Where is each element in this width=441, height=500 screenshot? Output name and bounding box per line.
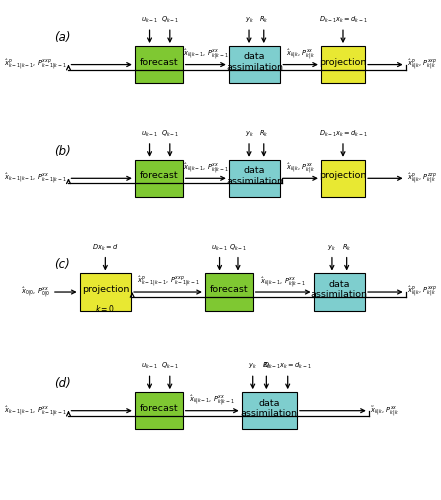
FancyBboxPatch shape	[242, 392, 297, 429]
Text: $Q_{k-1}$: $Q_{k-1}$	[229, 242, 247, 252]
Text: data
assimilation: data assimilation	[241, 398, 298, 418]
Text: $\hat{x}^{\mathrm{P}}_{k|k},\, P^{xxp}_{k|k}$: $\hat{x}^{\mathrm{P}}_{k|k},\, P^{xxp}_{…	[407, 284, 437, 300]
Text: $\hat{x}_{k|k-1},\, P^{xx}_{k|k-1}$: $\hat{x}_{k|k-1},\, P^{xx}_{k|k-1}$	[183, 161, 228, 175]
Text: $u_{k-1}$: $u_{k-1}$	[141, 16, 158, 26]
Text: $Q_{k-1}$: $Q_{k-1}$	[161, 361, 179, 372]
Text: $\hat{x}^{\mathrm{P}}_{k-1|k-1},\, P^{xxp}_{k-1|k-1}$: $\hat{x}^{\mathrm{P}}_{k-1|k-1},\, P^{xx…	[4, 57, 67, 72]
Text: forecast: forecast	[139, 404, 178, 412]
FancyBboxPatch shape	[79, 274, 131, 310]
Text: $\hat{x}^{\mathrm{P}}_{k|k},\, P^{zzp}_{k|k}$: $\hat{x}^{\mathrm{P}}_{k|k},\, P^{zzp}_{…	[407, 171, 437, 186]
Text: $Dx_k = d$: $Dx_k = d$	[92, 242, 119, 252]
Text: (c): (c)	[54, 258, 70, 272]
Text: $\hat{x}^{\mathrm{P}}_{k-1|k-1},\, P^{xxp}_{k-1|k-1}$: $\hat{x}^{\mathrm{P}}_{k-1|k-1},\, P^{xx…	[137, 274, 199, 288]
Text: $k = 0$: $k = 0$	[95, 303, 116, 314]
Text: projection: projection	[82, 285, 129, 294]
Text: $D_{k-1}x_k = d_{k-1}$: $D_{k-1}x_k = d_{k-1}$	[319, 129, 367, 139]
Text: $u_{k-1}$: $u_{k-1}$	[211, 244, 228, 252]
FancyBboxPatch shape	[321, 46, 365, 83]
Text: $R_k$: $R_k$	[342, 242, 351, 252]
Text: $\hat{x}_{k-1|k-1},\, P^{xx}_{k-1|k-1}$: $\hat{x}_{k-1|k-1},\, P^{xx}_{k-1|k-1}$	[4, 404, 67, 417]
FancyBboxPatch shape	[135, 160, 183, 197]
Text: $R_k$: $R_k$	[259, 129, 269, 139]
Text: projection: projection	[319, 58, 366, 66]
Text: $u_{k-1}$: $u_{k-1}$	[141, 130, 158, 139]
Text: forecast: forecast	[139, 172, 178, 180]
Text: (b): (b)	[54, 144, 71, 158]
Text: $Q_{k-1}$: $Q_{k-1}$	[161, 15, 179, 26]
Text: $y_k$: $y_k$	[248, 362, 257, 372]
Text: $Q_{k-1}$: $Q_{k-1}$	[161, 129, 179, 139]
Text: data
assimilation: data assimilation	[226, 52, 283, 72]
Text: $\tilde{x}_{k|k},\, P^{xx}_{k|k}$: $\tilde{x}_{k|k},\, P^{xx}_{k|k}$	[370, 404, 399, 417]
Text: $y_k$: $y_k$	[245, 130, 254, 139]
FancyBboxPatch shape	[314, 274, 365, 310]
Text: projection: projection	[319, 172, 366, 180]
Text: forecast: forecast	[139, 58, 178, 66]
Text: $\hat{x}_{k|k},\, P^{xx}_{k|k}$: $\hat{x}_{k|k},\, P^{xx}_{k|k}$	[286, 161, 315, 175]
Text: $\hat{x}^{\mathrm{P}}_{k|k},\, P^{xxp}_{k|k}$: $\hat{x}^{\mathrm{P}}_{k|k},\, P^{xxp}_{…	[407, 57, 437, 72]
FancyBboxPatch shape	[229, 46, 280, 83]
Text: $y_k$: $y_k$	[245, 16, 254, 26]
Text: (a): (a)	[54, 31, 70, 44]
Text: $\hat{x}_{k|k-1},\, P^{xx}_{k|k-1}$: $\hat{x}_{k|k-1},\, P^{xx}_{k|k-1}$	[260, 274, 306, 288]
Text: $\hat{x}_{k|k},\, P^{xx}_{k|k}$: $\hat{x}_{k|k},\, P^{xx}_{k|k}$	[286, 47, 315, 61]
Text: data
assimilation: data assimilation	[311, 280, 368, 299]
Text: $\hat{x}_{k-1|k-1},\, P^{xx}_{k-1|k-1}$: $\hat{x}_{k-1|k-1},\, P^{xx}_{k-1|k-1}$	[4, 172, 67, 185]
Text: $R_k$: $R_k$	[262, 361, 271, 372]
Text: $D_{k-1}x_k = d_{k-1}$: $D_{k-1}x_k = d_{k-1}$	[263, 361, 312, 372]
FancyBboxPatch shape	[205, 274, 253, 310]
Text: $\hat{x}_{k|k-1},\, P^{xx}_{k|k-1}$: $\hat{x}_{k|k-1},\, P^{xx}_{k|k-1}$	[183, 47, 228, 61]
Text: data
assimilation: data assimilation	[226, 166, 283, 186]
Text: $u_{k-1}$: $u_{k-1}$	[141, 362, 158, 372]
Text: $\hat{x}_{k|k-1},\, P^{xx}_{k|k-1}$: $\hat{x}_{k|k-1},\, P^{xx}_{k|k-1}$	[189, 394, 235, 407]
Text: $y_k$: $y_k$	[328, 244, 336, 252]
FancyBboxPatch shape	[135, 46, 183, 83]
FancyBboxPatch shape	[229, 160, 280, 197]
Text: $\hat{x}_{0|0},\, P^{xx}_{0|0}$: $\hat{x}_{0|0},\, P^{xx}_{0|0}$	[21, 285, 50, 299]
FancyBboxPatch shape	[135, 392, 183, 429]
Text: forecast: forecast	[209, 285, 248, 294]
Text: $D_{k-1}x_k = d_{k-1}$: $D_{k-1}x_k = d_{k-1}$	[319, 15, 367, 26]
Text: (d): (d)	[54, 377, 71, 390]
FancyBboxPatch shape	[321, 160, 365, 197]
Text: $R_k$: $R_k$	[259, 15, 269, 26]
